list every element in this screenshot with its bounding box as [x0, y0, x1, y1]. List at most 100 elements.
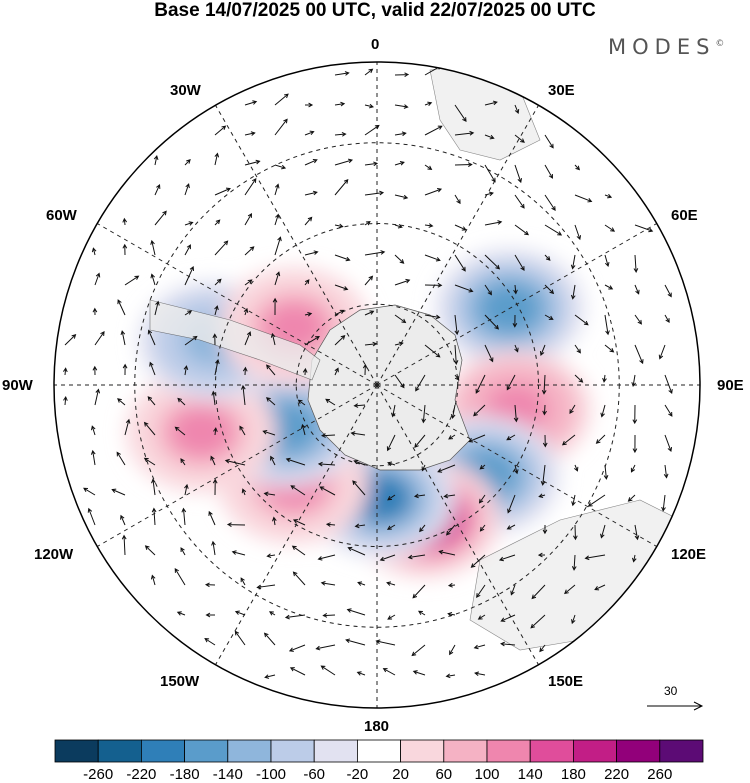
- wind-arrow-196: [664, 404, 673, 417]
- wind-arrow-182: [240, 384, 246, 406]
- page-title: Base 14/07/2025 00 UTC, valid 22/07/2025…: [154, 0, 596, 21]
- wind-arrow-293: [631, 554, 637, 563]
- meridian-300: [97, 223, 378, 386]
- colorbar-segment-3: [184, 739, 229, 763]
- wind-arrow-249: [443, 493, 456, 499]
- wind-arrow-270: [479, 524, 486, 532]
- wind-arrow-58: [154, 210, 167, 226]
- wind-arrow-281: [266, 553, 276, 559]
- wind-arrow-277: [144, 545, 156, 556]
- wind-arrow-134: [64, 334, 77, 346]
- wind-arrow-311: [205, 612, 216, 618]
- wind-arrow-235: [630, 464, 636, 473]
- wind-arrow-268: [419, 524, 426, 533]
- wind-arrow-177: [94, 388, 101, 406]
- wind-arrow-312: [234, 610, 246, 616]
- wind-arrow-232: [540, 464, 546, 486]
- colorbar-tick-5: -60: [303, 766, 326, 783]
- wind-arrow-316: [346, 608, 366, 616]
- wind-arrow-209: [448, 434, 456, 440]
- wind-arrow-331: [411, 644, 426, 657]
- wind-arrow-328: [315, 644, 336, 651]
- wind-arrow-8: [364, 103, 375, 109]
- wind-arrow-321: [500, 614, 516, 622]
- wind-arrow-241: [212, 478, 218, 496]
- wind-arrow-256: [661, 494, 666, 512]
- wind-arrow-301: [357, 581, 366, 586]
- wind-arrow-304: [447, 582, 456, 588]
- wind-arrow-332: [449, 644, 456, 656]
- wind-arrow-334: [500, 641, 516, 647]
- wind-arrow-39: [544, 164, 553, 179]
- wind-arrow-282: [291, 545, 306, 556]
- wind-arrow-181: [211, 390, 217, 406]
- wind-arrow-217: [90, 449, 96, 466]
- wind-arrow-111: [604, 284, 614, 290]
- wind-arrow-31: [304, 158, 318, 166]
- colorbar-tick-11: 180: [560, 766, 586, 783]
- colorbar-tick-10: 140: [517, 766, 543, 783]
- wind-arrow-317: [387, 614, 396, 620]
- wind-arrow-158: [149, 361, 156, 376]
- wind-arrow-98: [214, 278, 222, 286]
- wind-arrow-30: [274, 164, 287, 170]
- wind-arrow-296: [204, 582, 216, 588]
- wind-arrow-86: [424, 254, 441, 262]
- wind-arrow-263: [272, 516, 277, 526]
- wind-arrow-95: [124, 275, 140, 286]
- wind-arrow-130: [574, 314, 589, 326]
- wind-arrow-123: [364, 310, 375, 316]
- wind-arrow-274: [600, 524, 606, 539]
- wind-arrow-285: [379, 554, 396, 562]
- lon-label-120w: 120W: [34, 546, 74, 563]
- wind-arrow-122: [334, 309, 345, 316]
- wind-arrow-7: [334, 101, 346, 107]
- lon-label-120e: 120E: [671, 546, 707, 563]
- wind-arrow-286: [407, 554, 426, 560]
- wind-arrow-295: [174, 567, 186, 586]
- wind-arrow-156: [92, 365, 98, 376]
- wind-arrow-221: [210, 455, 216, 466]
- wind-arrow-223: [270, 455, 276, 466]
- wind-arrow-106: [454, 284, 474, 293]
- wind-arrow-322: [530, 614, 546, 629]
- wind-arrow-81: [274, 236, 282, 256]
- wind-arrow-323: [571, 614, 576, 625]
- wind-arrow-101: [304, 279, 310, 286]
- wind-arrow-178: [117, 398, 126, 406]
- wind-arrow-114: [92, 307, 98, 316]
- wind-arrow-1: [364, 68, 374, 76]
- wind-arrow-105: [424, 282, 443, 288]
- wind-arrow-207: [386, 434, 396, 452]
- wind-arrow-193: [569, 404, 576, 415]
- wind-arrow-168: [454, 374, 460, 381]
- colorbar-tick-12: 220: [604, 766, 630, 783]
- wind-arrow-307: [531, 584, 546, 600]
- wind-arrow-264: [292, 519, 306, 526]
- wind-arrow-187: [390, 404, 396, 418]
- colorbar-segment-8: [400, 739, 445, 763]
- wind-arrow-265: [325, 522, 336, 527]
- wind-arrow-143: [334, 334, 346, 346]
- wind-arrow-255: [627, 494, 636, 502]
- wind-arrow-233: [573, 464, 579, 472]
- wind-arrow-73: [604, 224, 616, 232]
- wind-arrow-267: [386, 524, 396, 530]
- lon-label-30e: 30E: [548, 82, 575, 99]
- lon-label-60e: 60E: [671, 207, 698, 224]
- wind-arrow-242: [241, 488, 247, 496]
- wind-arrow-67: [424, 223, 434, 228]
- wind-arrow-157: [122, 363, 128, 376]
- wind-arrow-97: [184, 265, 195, 286]
- wind-arrow-72: [574, 224, 582, 241]
- meridian-240: [97, 384, 378, 547]
- wind-arrow-220: [180, 458, 186, 466]
- wind-arrow-238: [111, 488, 126, 496]
- wind-arrow-107: [484, 284, 492, 296]
- wind-arrow-210: [468, 434, 486, 443]
- wind-arrow-146: [424, 344, 441, 358]
- wind-arrow-108: [513, 284, 518, 295]
- wind-arrow-343: [474, 671, 486, 677]
- wind-arrow-231: [513, 464, 519, 475]
- wind-arrow-149: [514, 344, 519, 353]
